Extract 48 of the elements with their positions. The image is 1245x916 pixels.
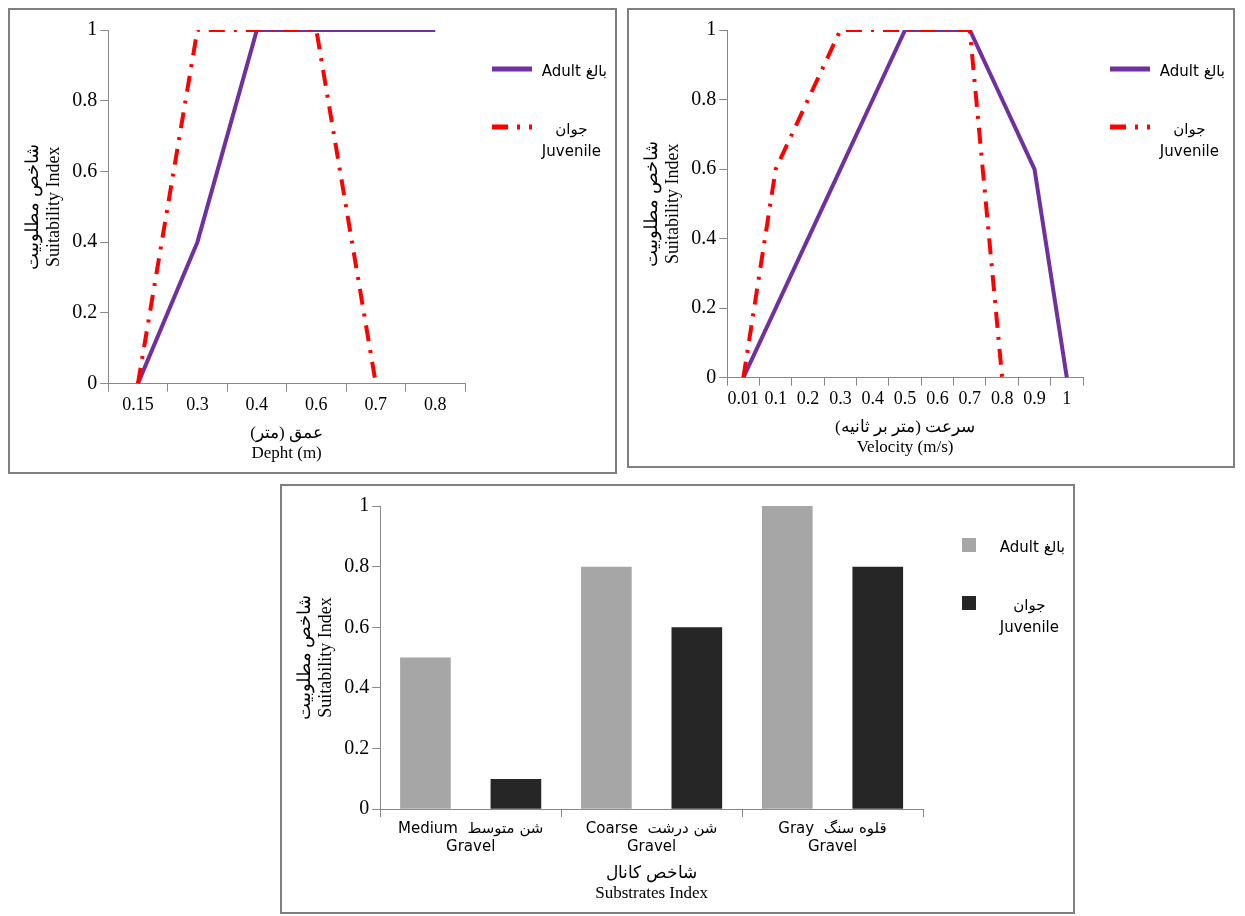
x-tick-label: 0.2 bbox=[796, 388, 820, 409]
x-tick-label: 0.7 bbox=[958, 388, 982, 409]
x-tick-label: 0.15 bbox=[122, 394, 154, 415]
x-tick-label: 0.5 bbox=[893, 388, 917, 409]
y-tick-label: 0.4 bbox=[691, 225, 717, 248]
x-tick-label: 0.01 bbox=[727, 388, 760, 409]
y-tick-label: 0.6 bbox=[72, 158, 98, 181]
legend-label: جوان Juvenile bbox=[1159, 119, 1219, 162]
x-tick-label: 0.6 bbox=[305, 394, 328, 415]
y-tick-label: 1 bbox=[87, 17, 98, 40]
legend-label: Adult بالغ bbox=[541, 61, 607, 82]
legend-label: Adult بالغ bbox=[1159, 61, 1225, 82]
y-tick-label: 0.2 bbox=[344, 735, 370, 758]
y-tick-label: 0.4 bbox=[72, 229, 98, 252]
x-tick-label: 0.3 bbox=[829, 388, 852, 409]
bar bbox=[761, 506, 813, 809]
x-tick-label: 0.4 bbox=[245, 394, 269, 415]
y-tick-label: 0 bbox=[706, 364, 717, 387]
y-tick-label: 0.6 bbox=[691, 156, 717, 179]
x-tick-label: 0.8 bbox=[424, 394, 447, 415]
y-tick-label: 1 bbox=[706, 17, 717, 40]
bar bbox=[671, 627, 723, 809]
line-series bbox=[741, 30, 1005, 378]
bar bbox=[400, 657, 451, 809]
bar bbox=[490, 778, 542, 809]
bar bbox=[852, 566, 904, 809]
bar bbox=[581, 566, 632, 809]
y-tick-label: 0 bbox=[359, 796, 370, 819]
y-tick-label: 0.8 bbox=[72, 87, 98, 110]
x-tick-label: 0.8 bbox=[990, 388, 1014, 409]
y-tick-label: 0.4 bbox=[344, 675, 370, 698]
x-tick-label: 0.4 bbox=[861, 388, 884, 409]
legend-label: Adult بالغ bbox=[999, 537, 1065, 558]
y-tick-label: 0.6 bbox=[344, 614, 370, 637]
x-tick-label: 0.6 bbox=[926, 388, 949, 409]
text: جوان Juvenile bbox=[999, 595, 1059, 638]
x-tick-label: 0.9 bbox=[1023, 388, 1046, 409]
x-tick-label: 1 bbox=[1062, 388, 1072, 409]
y-tick-label: 0.2 bbox=[691, 295, 717, 318]
legend-label: جوان Juvenile bbox=[541, 119, 601, 162]
y-tick-label: 0.8 bbox=[691, 86, 717, 109]
x-tick-label: 0.1 bbox=[764, 388, 787, 409]
x-tick-label: 0.3 bbox=[186, 394, 209, 415]
x-tick-label: 0.7 bbox=[364, 394, 388, 415]
y-tick-label: 0.8 bbox=[344, 553, 370, 576]
y-tick-label: 0 bbox=[87, 370, 98, 393]
y-tick-label: 1 bbox=[359, 493, 370, 516]
y-tick-label: 0.2 bbox=[72, 300, 98, 323]
